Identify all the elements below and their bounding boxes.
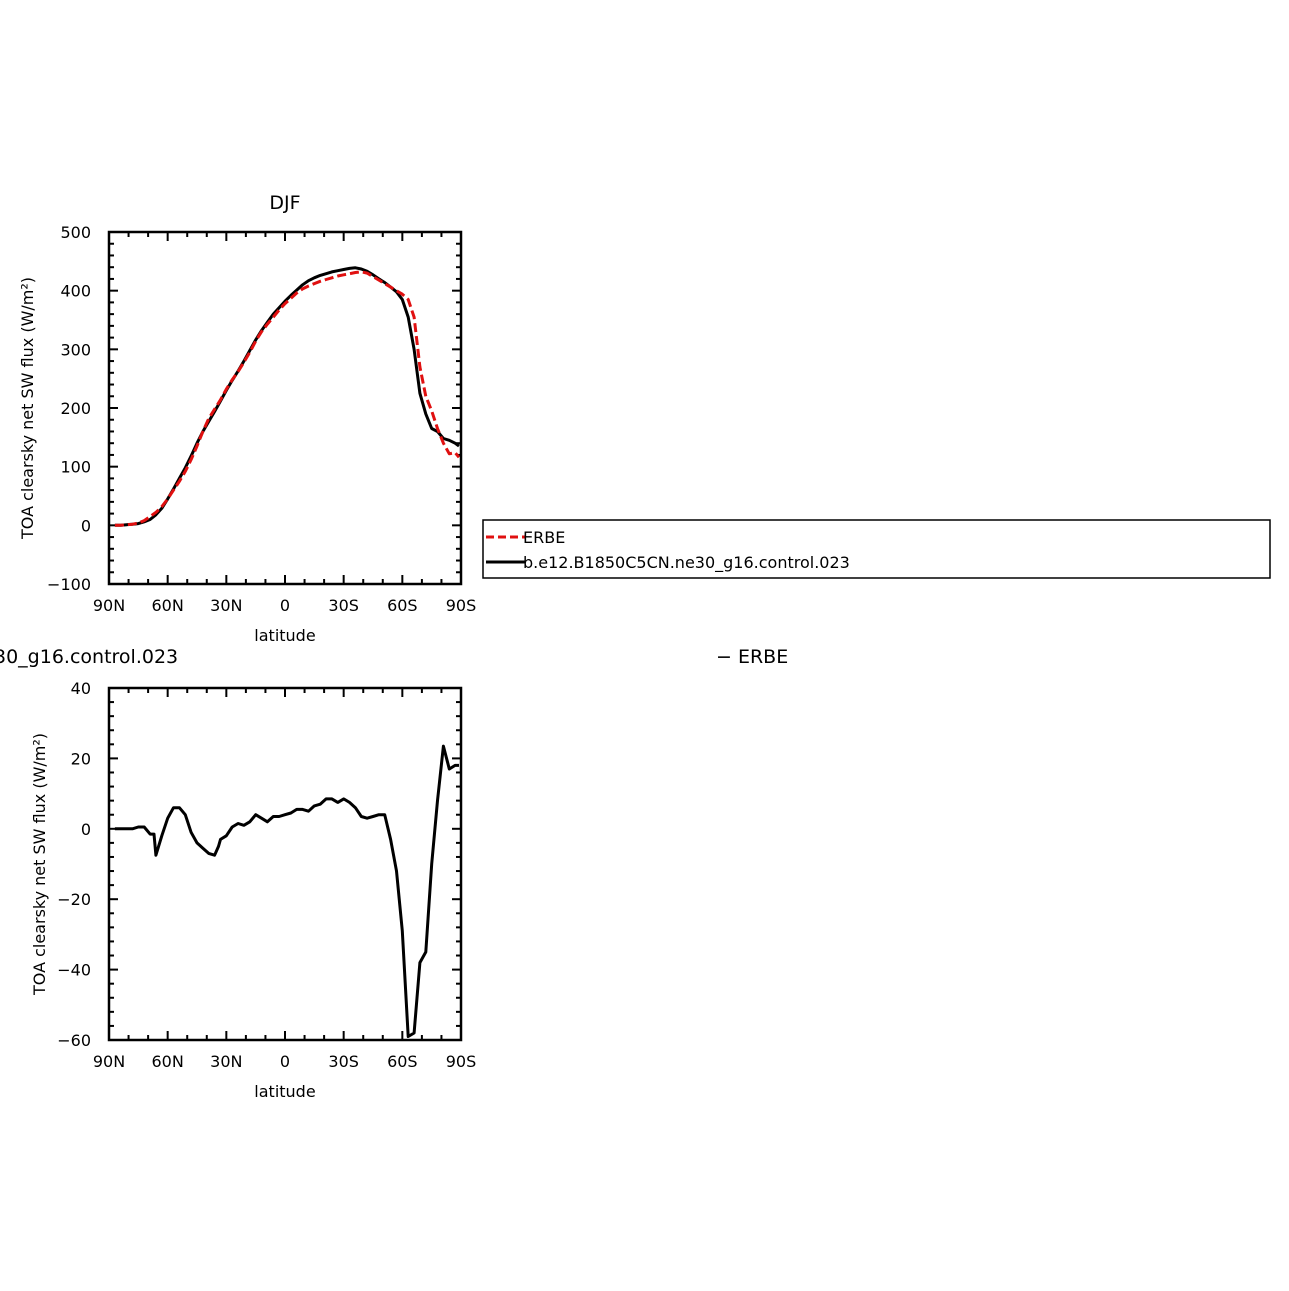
bottom-y-tick-label: −20 xyxy=(57,890,91,909)
bottom-x-tick-label: 60S xyxy=(387,1052,418,1071)
bottom-x-tick-label: 30S xyxy=(328,1052,359,1071)
top-y-tick-label: 0 xyxy=(81,516,91,535)
bottom-x-tick-label: 60N xyxy=(152,1052,184,1071)
bottom-plot-frame xyxy=(107,686,463,1042)
bottom-series-lines xyxy=(114,744,459,1038)
top-y-tick-label: 300 xyxy=(60,340,91,359)
top-axis-ticks: 90N 60N 30N 0 30S 60S 90S −100 0 100 200 300 400 500 xyxy=(47,223,476,615)
bottom-x-tick-label: 90S xyxy=(446,1052,477,1071)
top-panel-title: DJF xyxy=(269,192,300,214)
bottom-x-tick-label: 30N xyxy=(210,1052,242,1071)
bottom-axis-ticks: 90N 60N 30N 0 30S 60S 90S −60 −40 −20 0 20 40 xyxy=(57,679,476,1071)
bottom-x-axis-label: latitude xyxy=(254,1082,315,1101)
top-x-tick-label: 60N xyxy=(152,596,184,615)
top-x-axis-label: latitude xyxy=(254,626,315,645)
bottom-y-tick-label: 0 xyxy=(81,820,91,839)
top-y-tick-label: 500 xyxy=(60,223,91,242)
top-x-tick-label: 90N xyxy=(93,596,125,615)
bottom-y-tick-label: −60 xyxy=(57,1031,91,1050)
legend-erbe-label: ERBE xyxy=(523,528,565,547)
bottom-panel-title-right: − ERBE xyxy=(716,646,788,668)
top-plot-frame xyxy=(107,230,463,586)
legend: ERBE b.e12.B1850C5CN.ne30_g16.control.02… xyxy=(482,519,1271,579)
top-x-tick-label: 90S xyxy=(446,596,477,615)
bottom-y-tick-label: 20 xyxy=(71,749,91,768)
legend-model-label: b.e12.B1850C5CN.ne30_g16.control.023 xyxy=(523,553,850,573)
bottom-panel-title-left: 30_g16.control.023 xyxy=(0,646,178,668)
top-y-tick-label: −100 xyxy=(47,575,91,594)
top-y-tick-label: 100 xyxy=(60,458,91,477)
bottom-x-tick-label: 0 xyxy=(280,1052,290,1071)
top-x-tick-label: 0 xyxy=(280,596,290,615)
top-y-axis-label: TOA clearsky net SW flux (W/m²) xyxy=(18,277,37,540)
top-erbe-line xyxy=(114,270,461,527)
top-y-tick-label: 200 xyxy=(60,399,91,418)
bottom-y-tick-label: 40 xyxy=(71,679,91,698)
bottom-difference-line xyxy=(114,744,459,1038)
legend-box xyxy=(482,519,1271,579)
top-x-tick-label: 60S xyxy=(387,596,418,615)
top-series-lines xyxy=(114,266,461,527)
top-y-tick-label: 400 xyxy=(60,282,91,301)
bottom-y-tick-label: −40 xyxy=(57,961,91,980)
bottom-panel: 30_g16.control.023 − ERBE 90N 60N 30N 0 30S 6… xyxy=(0,646,788,1101)
bottom-x-tick-label: 90N xyxy=(93,1052,125,1071)
top-model-line xyxy=(114,266,460,527)
bottom-y-axis-label: TOA clearsky net SW flux (W/m²) xyxy=(30,733,49,996)
top-x-tick-label: 30N xyxy=(210,596,242,615)
top-x-tick-label: 30S xyxy=(328,596,359,615)
top-panel: DJF 90N 60N 30N 0 30S 60S 90S −100 0 100 200 300 400… xyxy=(18,192,476,645)
